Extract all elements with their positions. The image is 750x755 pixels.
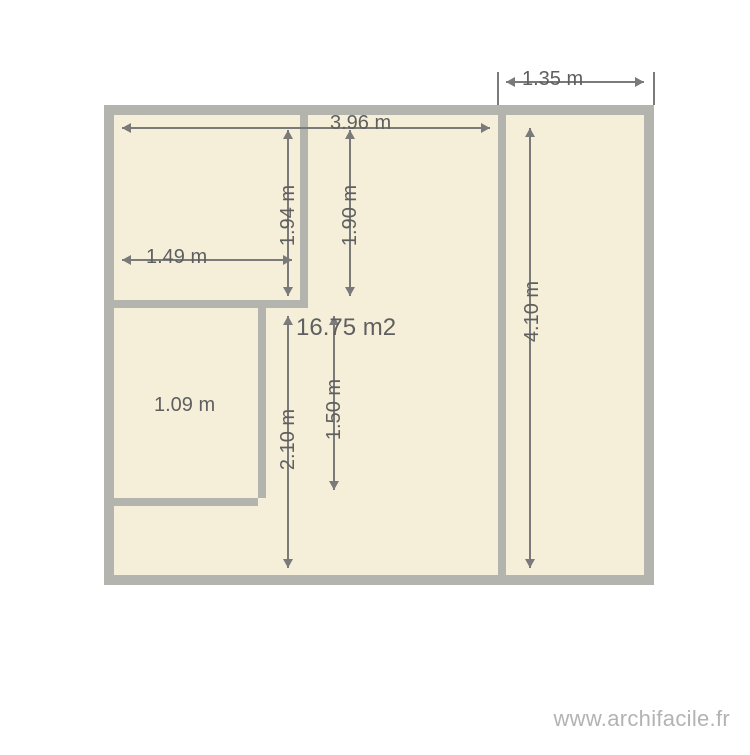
dim-label-1-50: 1.50 m [323,379,346,440]
dim-label-3-96: 3.96 m [330,112,391,135]
dim-label-1-90: 1.90 m [339,185,362,246]
dim-label-1-49: 1.49 m [146,246,207,269]
watermark: www.archifacile.fr [553,706,730,732]
dim-label-2-10: 2.10 m [277,409,300,470]
floorplan-canvas: 3.96 m 1.35 m 1.49 m 1.94 m 1.90 m 4.10 … [0,0,750,750]
dim-label-4-10: 4.10 m [521,281,544,342]
dim-label-1-35: 1.35 m [522,68,583,91]
dim-label-1-09: 1.09 m [154,394,215,417]
dim-label-1-94: 1.94 m [277,185,300,246]
area-label: 16.75 m2 [296,314,396,342]
